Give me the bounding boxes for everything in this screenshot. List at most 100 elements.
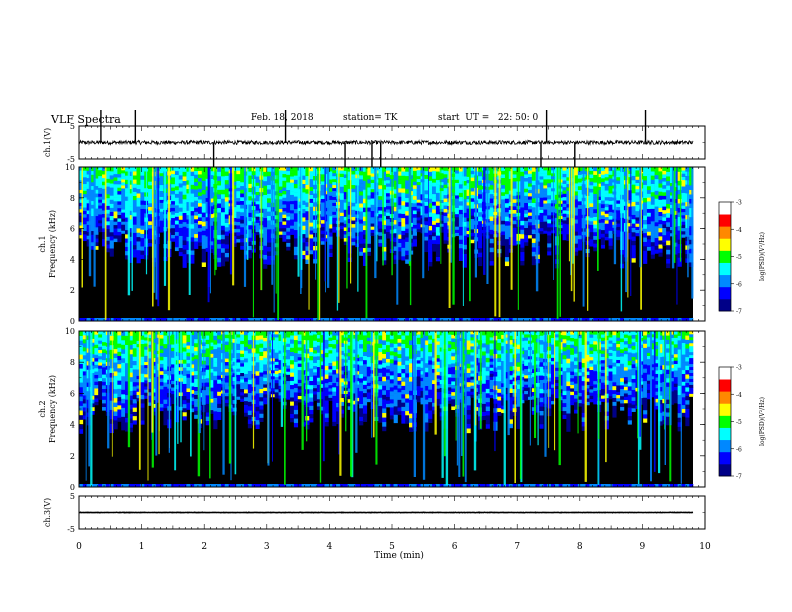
spectrogram-cell: [455, 204, 460, 208]
spectrogram-cell: [393, 184, 398, 190]
spectrogram-cell: [274, 171, 279, 176]
spectrogram-cell: [113, 167, 118, 171]
spectrogram-cell: [163, 352, 168, 357]
spectrogram-cell: [650, 225, 655, 230]
spectrogram-cell: [79, 391, 84, 397]
spectrogram-cell: [462, 226, 467, 232]
spectrogram-cell: [140, 216, 145, 222]
spectrogram-cell: [643, 259, 648, 264]
spectrogram-cell: [79, 192, 84, 197]
spectrogram-cell: [148, 181, 153, 186]
spectrogram-cell: [466, 227, 471, 231]
spectrogram-cell: [604, 230, 609, 234]
spectrogram-cell: [362, 180, 368, 186]
spectrogram-cell: [489, 202, 494, 208]
spectrogram-cell: [405, 241, 410, 247]
spectrogram-cell: [86, 192, 91, 197]
spectrogram-cell: [247, 167, 252, 172]
spectrogram-cell: [650, 254, 655, 259]
spectrogram-cell: [140, 369, 145, 374]
spectrogram-cell: [646, 204, 652, 210]
spectrogram-cell: [662, 184, 667, 189]
spectrogram-cell: [320, 167, 325, 171]
spectrogram-cell: [370, 232, 375, 237]
spectrogram-cell: [673, 226, 678, 231]
spectrogram-cell: [466, 214, 471, 219]
spectrogram-streak: [88, 167, 92, 277]
spectrogram-cell: [462, 167, 467, 172]
spectrogram-cell: [194, 342, 199, 348]
spectrogram-cell: [82, 224, 87, 228]
spectrogram-streak: [474, 167, 477, 278]
spectrogram-cell: [113, 362, 118, 367]
spectrogram-cell: [159, 341, 164, 346]
spectrogram-cell: [174, 388, 180, 394]
spectrogram-cell: [328, 211, 333, 217]
spectrogram-cell: [616, 196, 621, 201]
spectrogram-cell: [424, 197, 429, 202]
spectrogram-cell: [102, 192, 107, 197]
spectrogram-cell: [608, 219, 613, 224]
spectrogram-cell: [102, 174, 107, 179]
spectrogram-cell: [305, 171, 310, 177]
spectrogram-cell: [136, 331, 141, 335]
spectrogram-cell: [543, 170, 548, 174]
spectrogram-cell: [255, 228, 260, 233]
spectrogram-cell: [478, 167, 483, 172]
spectrogram-cell: [566, 234, 571, 238]
spectrogram-cell: [182, 347, 187, 352]
spectrogram-cell: [79, 218, 84, 223]
spectrogram-cell: [301, 196, 306, 201]
spectrogram-cell: [635, 188, 640, 193]
spectrogram-cell: [232, 235, 237, 240]
spectrogram-cell: [132, 208, 137, 213]
spectrogram-cell: [94, 208, 99, 213]
spectrogram-cell: [186, 258, 191, 263]
spectrogram-cell: [94, 182, 99, 187]
spectrogram-cell: [82, 200, 87, 205]
spectrogram-cell: [236, 231, 241, 236]
spectrogram-cell: [136, 236, 141, 242]
spectrogram-cell: [600, 218, 606, 223]
spectrogram-cell: [462, 189, 467, 195]
spectrogram-cell: [347, 188, 352, 194]
spectrogram-cell: [274, 250, 279, 256]
spectrogram-cell: [616, 236, 621, 241]
spectrogram-streak: [271, 167, 274, 285]
spectrogram-cell: [255, 188, 260, 192]
spectrogram-cell: [125, 183, 130, 189]
spectrogram-cell: [79, 318, 84, 321]
spectrogram-cell: [539, 170, 544, 174]
spectrogram-cell: [689, 203, 694, 209]
spectrogram-cell: [604, 206, 609, 211]
spectrogram-cell: [136, 214, 141, 220]
spectrogram-cell: [290, 179, 295, 183]
spectrogram-cell: [220, 180, 226, 186]
spectrogram-cell: [343, 188, 348, 193]
spectrogram-cell: [171, 360, 176, 365]
spectrogram-cell: [543, 194, 548, 198]
spectrogram-cell: [324, 170, 329, 175]
spectrogram-cell: [501, 199, 506, 203]
spectrogram-cell: [401, 226, 406, 231]
spectrogram-cell: [102, 356, 107, 361]
spectrogram-cell: [293, 167, 299, 172]
spectrogram-cell: [343, 167, 348, 171]
spectrogram-cell: [136, 223, 141, 229]
spectrogram-cell: [79, 234, 84, 239]
spectrogram-cell: [566, 190, 571, 195]
spectrogram-cell: [247, 216, 252, 222]
spectrogram-cell: [527, 225, 533, 229]
spectrogram-cell: [650, 179, 655, 184]
spectrogram-cell: [458, 209, 464, 215]
spectrogram-cell: [336, 204, 341, 209]
spectrogram-streak: [510, 167, 513, 290]
spectrogram-cell: [82, 318, 87, 321]
spectrogram-cell: [128, 245, 134, 250]
spectrogram-cell: [155, 334, 160, 338]
spectrogram-cell: [197, 318, 203, 321]
spectrogram-cell: [128, 253, 134, 259]
spectrogram-cell: [547, 203, 552, 208]
spectrogram-cell: [182, 359, 187, 364]
